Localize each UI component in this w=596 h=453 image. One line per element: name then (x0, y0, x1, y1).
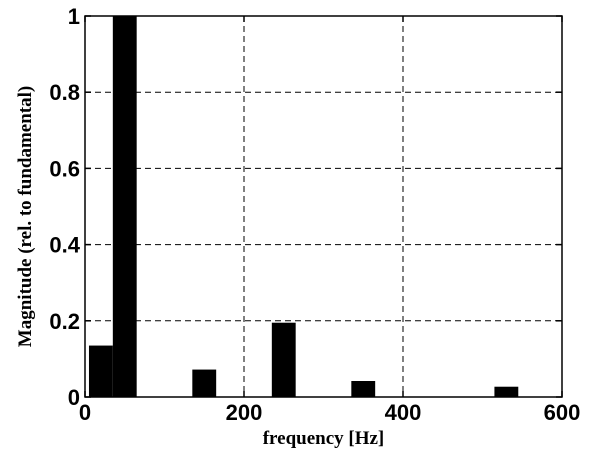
y-tick-label: 1 (68, 4, 80, 29)
bar (88, 345, 113, 397)
y-tick-label: 0.2 (49, 309, 80, 334)
plot-frame (84, 15, 563, 398)
bar (112, 16, 137, 397)
y-tick-label: 0.4 (49, 233, 80, 258)
x-tick-labels: 0 200 400 600 (79, 400, 580, 425)
bar (192, 369, 217, 397)
grid-lines (85, 16, 562, 397)
y-tick-label: 0.6 (49, 156, 80, 181)
tick-marks (84, 15, 563, 398)
bar (351, 380, 376, 397)
y-tick-label: 0.8 (49, 80, 80, 105)
x-tick-label: 400 (385, 400, 422, 425)
bar (271, 322, 296, 397)
x-tick-label: 200 (226, 400, 263, 425)
y-tick-labels: 0 0.2 0.4 0.6 0.8 1 (49, 4, 80, 410)
x-tick-label: 600 (544, 400, 581, 425)
y-axis-label: Magnitude (rel. to fundamental) (15, 86, 36, 347)
x-tick-label: 0 (79, 400, 91, 425)
y-tick-label: 0 (68, 385, 80, 410)
bars (88, 16, 519, 397)
x-axis-label: frequency [Hz] (263, 428, 385, 449)
bar (494, 386, 519, 397)
